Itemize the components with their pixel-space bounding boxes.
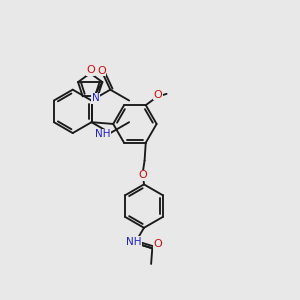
Text: NH: NH [95, 129, 110, 139]
Text: O: O [154, 90, 163, 100]
Text: O: O [86, 65, 95, 75]
Text: NH: NH [126, 237, 141, 247]
Text: O: O [139, 170, 148, 180]
Text: O: O [153, 239, 162, 249]
Text: O: O [97, 66, 106, 76]
Text: N: N [92, 93, 100, 103]
